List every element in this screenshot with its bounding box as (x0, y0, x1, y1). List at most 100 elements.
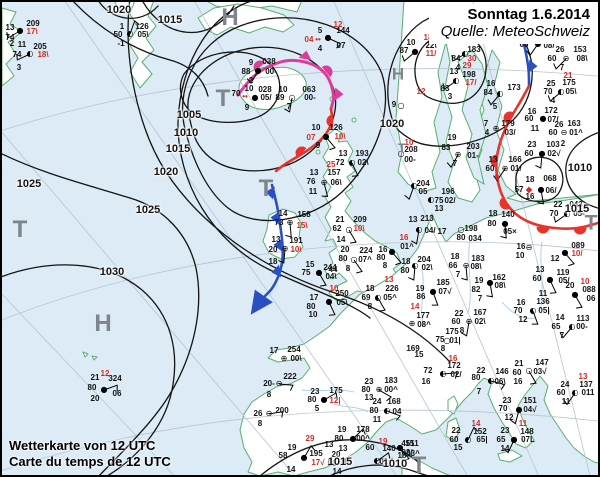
station-label: 89 (275, 93, 285, 102)
station-label: 26 (253, 409, 263, 418)
station-label: 19 (447, 133, 457, 142)
high-center-label: H (391, 64, 405, 84)
isobar-label: 1020 (106, 4, 132, 16)
station-label: 011 (581, 388, 595, 397)
station-label: 167 (473, 308, 487, 317)
station-symbol: ● (539, 114, 547, 123)
station-label: 213 (420, 214, 434, 223)
station-label: 10 (244, 84, 254, 93)
station-label: 2 (9, 39, 15, 48)
wind-barb (574, 294, 583, 309)
station-label: 18 (268, 257, 278, 266)
station-label: 7 (559, 63, 565, 72)
front-ornament (499, 197, 511, 210)
station-symbol: ◐ (496, 89, 504, 98)
station-label: 07^ (358, 255, 372, 264)
station-label: 21 (563, 71, 573, 80)
station-label: 80 (327, 459, 337, 468)
station-label: 166 (508, 155, 522, 164)
station-symbol: ● (571, 290, 579, 299)
station-label: 80 (376, 253, 386, 262)
wind-barb (467, 426, 479, 441)
station-label: 179 (501, 119, 515, 128)
station-label: 11 (308, 187, 318, 196)
wind-barb (461, 265, 468, 281)
station-symbol: ⊖ (265, 409, 273, 418)
station-label: 205 (33, 42, 47, 51)
station-label: 11 (372, 415, 382, 424)
station-label: 10/ (571, 249, 583, 258)
station-label: 26 (555, 45, 565, 54)
station-symbol: ⊖ (562, 54, 570, 63)
station-label: 3 (447, 92, 453, 101)
station-label: 10 (404, 138, 414, 147)
station-label: 05/ (260, 93, 272, 102)
station-label: 172 (544, 106, 558, 115)
station-label: 8 (440, 344, 446, 353)
station-label: 00- (265, 67, 277, 76)
station-label: 18\ (37, 50, 49, 59)
low-center-label: T (215, 85, 231, 112)
wind-barb (490, 380, 506, 390)
station-label: 17√ (311, 458, 325, 467)
station-label: 204 (417, 255, 431, 264)
station-symbol: ⊕ (281, 244, 289, 253)
station-label: 209 (353, 215, 367, 224)
station-label: 01^ (400, 242, 414, 251)
station-symbol: ● (510, 435, 518, 444)
station-label: 2 (560, 139, 566, 148)
station-label: 7 (452, 159, 458, 168)
station-label: 03/ (401, 448, 413, 457)
station-symbol: ⊖ (560, 128, 568, 137)
wind-barb (553, 58, 567, 70)
station-symbol: ● (411, 47, 419, 56)
station-label: 137 (579, 380, 593, 389)
station-symbol: ● (251, 93, 259, 102)
front-ornament (536, 226, 550, 234)
station-label: 14 (278, 209, 288, 218)
station-label: 02\ (421, 263, 433, 272)
wind-barb (442, 372, 458, 379)
wind-barb (510, 409, 520, 425)
station-label: 04√ (523, 405, 537, 414)
station-label: 86 (416, 292, 426, 301)
station-label: 12| (329, 396, 341, 405)
station-label: 13 (535, 265, 545, 274)
station-label: 07 (306, 133, 316, 142)
station-symbol: ◐ (529, 306, 537, 315)
front-ornament (273, 238, 283, 252)
station-label: 80 (487, 219, 497, 228)
front-ornament (334, 87, 344, 101)
station-label: 148 (520, 427, 534, 436)
station-label: 203 (466, 142, 480, 151)
station-label: 01- (467, 151, 479, 160)
station-label: -1 (117, 39, 125, 48)
station-label: 80 (87, 383, 97, 392)
station-label: 84 (451, 54, 461, 63)
station-label: 60 (532, 274, 542, 283)
front-line (263, 183, 285, 298)
wind-barb (528, 370, 537, 385)
isobar-label: 1015 (327, 456, 353, 468)
station-label: 13 (434, 204, 444, 213)
station-label: 152 (473, 427, 487, 436)
wind-barb (6, 30, 21, 39)
station-label: 103 (546, 140, 560, 149)
station-label: 18 (424, 34, 433, 42)
station-label: 196 (441, 187, 455, 196)
station-symbol: ● (561, 248, 569, 257)
station-label: 04 (304, 35, 314, 44)
station-label: 25 (326, 160, 336, 169)
wind-barb (391, 251, 402, 266)
isobar-label: 1020 (153, 166, 179, 178)
station-label: 60 (449, 435, 459, 444)
station-label: 244 (323, 263, 337, 272)
front-ornament (295, 146, 307, 158)
wind-barb (278, 383, 294, 391)
station-label: 4 (455, 63, 461, 72)
station-label: 15 (305, 260, 315, 269)
wind-barb (404, 185, 415, 200)
station-label: 191 (289, 236, 303, 245)
